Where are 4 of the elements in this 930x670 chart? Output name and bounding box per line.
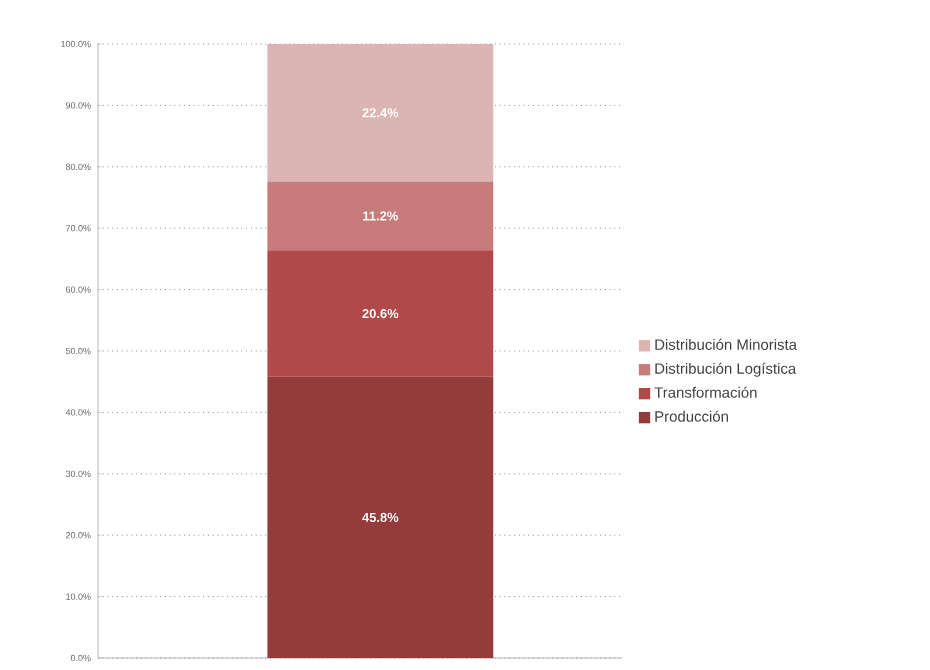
bar — [267, 250, 494, 377]
bar — [267, 376, 494, 658]
bar — [267, 43, 494, 182]
bar — [267, 181, 494, 251]
